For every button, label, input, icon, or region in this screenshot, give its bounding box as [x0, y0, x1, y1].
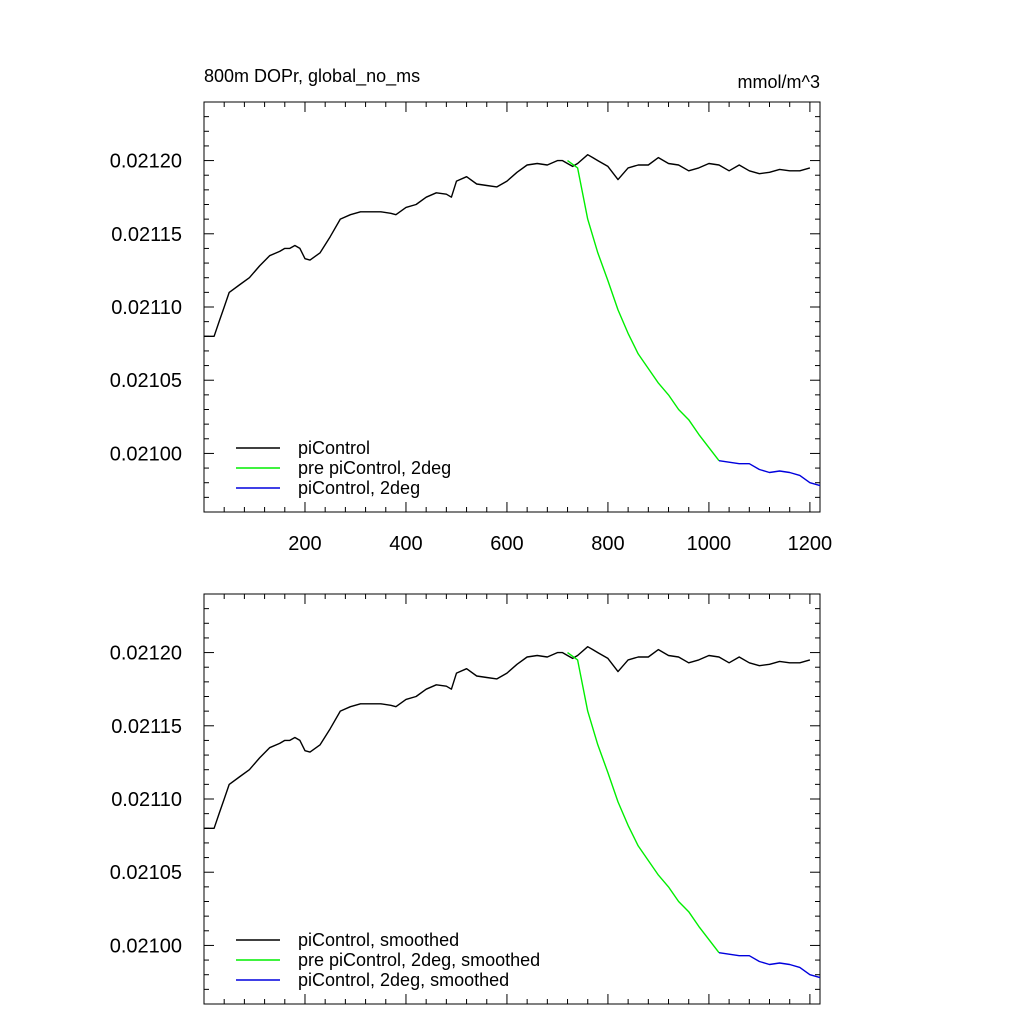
series-line-2: [718, 460, 821, 487]
bottom-panel-ticks: 0.02100 0.02105 0.02110 0.02115 0.02120: [110, 594, 820, 1005]
top-panel: 800m DOPr, global_no_ms mmol/m^3 200 400 6…: [110, 66, 832, 555]
bottom-panel: 0.02100 0.02105 0.02110 0.02115 0.02120 piCo…: [110, 593, 821, 1005]
x-tick-label: 400: [389, 533, 422, 555]
y-tick-label: 0.02105: [110, 370, 182, 392]
series-line-1: [567, 652, 720, 954]
legend-label-2: piControl, 2deg: [298, 478, 420, 498]
y-tick-label: 0.02105: [110, 862, 182, 884]
legend-label-1: pre piControl, 2deg, smoothed: [298, 950, 540, 970]
series-line-2: [718, 952, 821, 979]
y-tick-label: 0.02100: [110, 443, 182, 465]
y-tick-label: 0.02120: [110, 151, 182, 173]
legend-label-2: piControl, 2deg, smoothed: [298, 970, 509, 990]
top-panel-units: mmol/m^3: [738, 72, 820, 92]
x-tick-label: 800: [591, 533, 624, 555]
x-tick-label: 1200: [788, 533, 833, 555]
y-tick-label: 0.02120: [110, 643, 182, 665]
bottom-panel-frame: [203, 593, 821, 1005]
x-tick-label: 200: [288, 533, 321, 555]
legend-label-0: piControl: [298, 438, 370, 458]
legend-label-1: pre piControl, 2deg: [298, 458, 451, 478]
y-tick-label: 0.02110: [111, 789, 182, 811]
top-panel-frame: [203, 101, 821, 513]
series-line-0: [204, 646, 811, 829]
y-tick-label: 0.02110: [111, 297, 182, 319]
y-tick-label: 0.02115: [111, 224, 182, 246]
series-line-1: [567, 160, 720, 462]
top-panel-ticks: 200 400 600 800 1000 1200 0.02100 0.02105 0.0211…: [110, 102, 832, 555]
bottom-panel-series-group: [204, 646, 821, 979]
series-line-0: [204, 153, 811, 337]
x-tick-label: 1000: [687, 533, 732, 555]
x-tick-label: 600: [490, 533, 523, 555]
top-panel-series-group: [204, 153, 821, 487]
legend-label-0: piControl, smoothed: [298, 930, 459, 950]
y-tick-label: 0.02100: [110, 935, 182, 957]
top-panel-title: 800m DOPr, global_no_ms: [204, 66, 420, 87]
y-tick-label: 0.02115: [111, 716, 182, 738]
